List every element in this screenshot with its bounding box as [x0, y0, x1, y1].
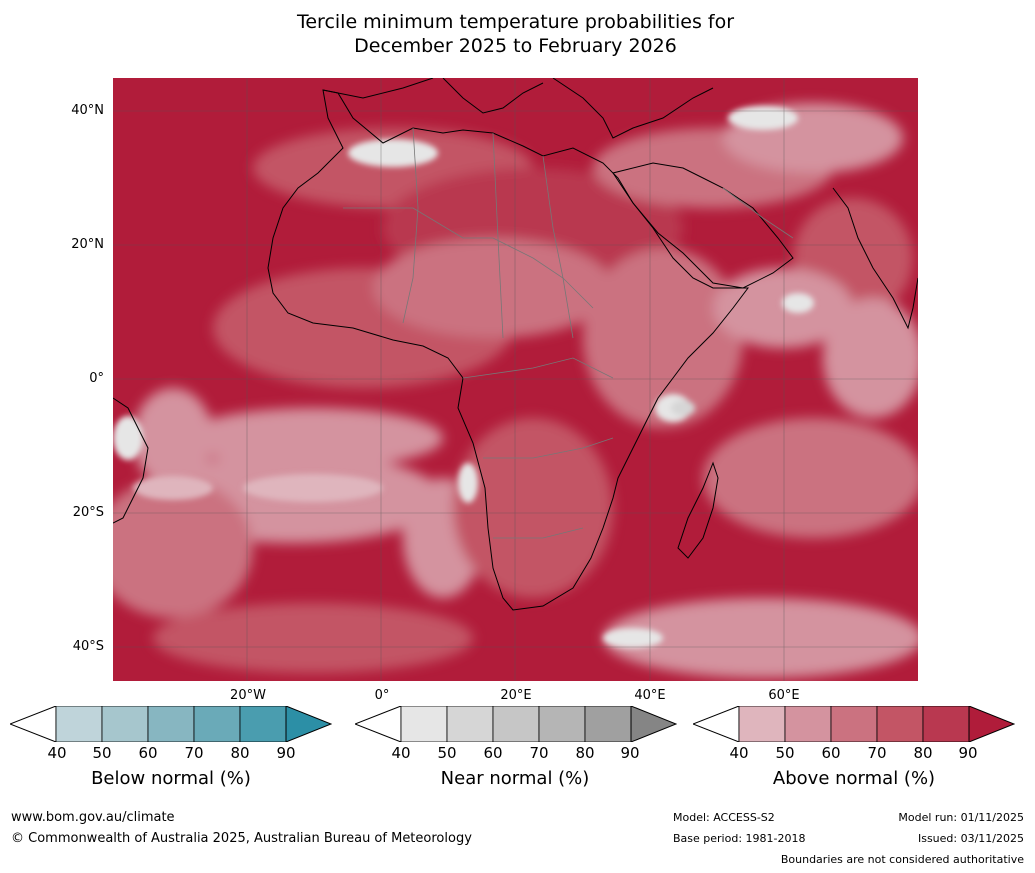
lon-label-20w: 20°W [230, 688, 266, 703]
title-line-2: December 2025 to February 2026 [354, 35, 677, 57]
colorbar-below-max-arrow [285, 706, 332, 742]
near-tick: 40 [391, 744, 411, 762]
below-tick: 70 [184, 744, 204, 762]
near-tick: 50 [437, 744, 457, 762]
above-tick: 70 [867, 744, 887, 762]
lat-label-40s: 40°S [72, 639, 104, 654]
colorbar-below-segment [55, 706, 103, 742]
map-title: Tercile minimum temperature probabilitie… [113, 10, 918, 58]
colorbar-above-min-arrow [693, 706, 740, 742]
high-probability-patches [113, 106, 814, 648]
lat-label-eq: 0° [89, 371, 104, 386]
india-coastline [832, 187, 918, 330]
below-tick: 80 [230, 744, 250, 762]
colorbar-near-title: Near normal (%) [440, 768, 590, 789]
below-tick: 40 [47, 744, 67, 762]
above-tick: 40 [729, 744, 749, 762]
colorbar-below-segment [239, 706, 287, 742]
above-tick: 90 [958, 744, 978, 762]
colorbar-below [10, 706, 332, 742]
colorbar-near-segment [400, 706, 448, 742]
title-line-1: Tercile minimum temperature probabilitie… [296, 11, 735, 33]
colorbar-above-segment [876, 706, 924, 742]
colorbar-near-segment [584, 706, 632, 742]
colorbar-below-segments [55, 706, 287, 742]
near-tick: 80 [575, 744, 595, 762]
near-tick: 90 [620, 744, 640, 762]
colorbar-near-max-arrow [630, 706, 677, 742]
madagascar-coastline [677, 461, 719, 559]
colorbar-above-segment [922, 706, 970, 742]
near-tick: 60 [483, 744, 503, 762]
below-tick: 90 [276, 744, 296, 762]
colorbar-below-min-arrow [10, 706, 57, 742]
footer-disclaimer: Boundaries are not considered authoritat… [780, 853, 1024, 866]
colorbar-below-title: Below normal (%) [91, 768, 251, 789]
above-tick: 50 [775, 744, 795, 762]
above-tick: 60 [821, 744, 841, 762]
above-tick: 80 [913, 744, 933, 762]
colorbar-above-segment [738, 706, 786, 742]
footer-base-period: Base period: 1981-2018 [673, 832, 806, 845]
colorbar-below-segment [147, 706, 195, 742]
lon-label-40e: 40°E [634, 688, 666, 703]
below-tick: 60 [138, 744, 158, 762]
lat-label-40n: 40°N [71, 103, 104, 118]
country-borders [343, 127, 794, 539]
graticule [113, 78, 918, 681]
colorbar-above-title: Above normal (%) [772, 768, 936, 789]
footer-issued: Issued: 03/11/2025 [917, 832, 1024, 845]
colorbar-near-min-arrow [355, 706, 402, 742]
colorbar-near [355, 706, 677, 742]
lon-label-20e: 20°E [500, 688, 532, 703]
footer-copyright: © Commonwealth of Australia 2025, Austra… [11, 831, 472, 846]
europe-coastline [322, 78, 714, 139]
colorbar-above-segment [830, 706, 878, 742]
lon-label-60e: 60°E [768, 688, 800, 703]
coastlines [113, 78, 918, 611]
lon-label-0: 0° [374, 688, 390, 703]
footer-model-run: Model run: 01/11/2025 [898, 811, 1024, 824]
footer-website: www.bom.gov.au/climate [11, 810, 175, 825]
colorbar-above [693, 706, 1015, 742]
near-tick: 70 [529, 744, 549, 762]
colorbar-above-max-arrow [968, 706, 1015, 742]
lat-label-20s: 20°S [72, 505, 104, 520]
colorbar-near-segments [400, 706, 632, 742]
colorbar-near-segment [538, 706, 586, 742]
colorbar-below-segment [101, 706, 149, 742]
below-tick: 50 [92, 744, 112, 762]
colorbar-above-segment [784, 706, 832, 742]
colorbar-near-segment [492, 706, 540, 742]
colorbar-near-segment [446, 706, 494, 742]
south-america-coastline [113, 397, 149, 524]
arabia-coastline [612, 162, 794, 289]
lat-label-20n: 20°N [71, 237, 104, 252]
footer-model: Model: ACCESS-S2 [673, 811, 775, 824]
probability-map [113, 78, 918, 681]
colorbar-below-segment [193, 706, 241, 742]
colorbar-above-segments [738, 706, 970, 742]
